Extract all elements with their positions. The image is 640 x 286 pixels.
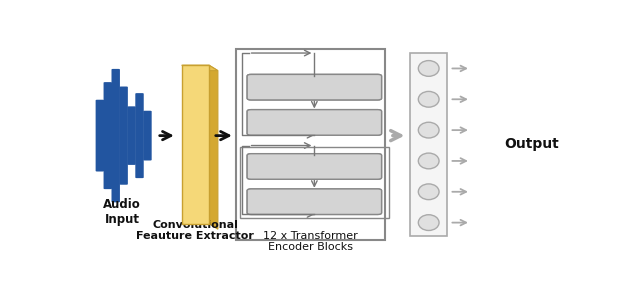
Ellipse shape — [419, 61, 439, 76]
Text: Self-Attention: Self-Attention — [279, 197, 350, 207]
FancyBboxPatch shape — [247, 189, 381, 214]
FancyBboxPatch shape — [247, 189, 381, 214]
FancyBboxPatch shape — [247, 110, 381, 135]
Text: 12 x Transformer
Encoder Blocks: 12 x Transformer Encoder Blocks — [263, 231, 358, 252]
Polygon shape — [182, 65, 218, 71]
FancyBboxPatch shape — [143, 111, 152, 160]
Text: Layer-Normalization: Layer-Normalization — [262, 162, 367, 171]
FancyBboxPatch shape — [120, 86, 128, 185]
Ellipse shape — [419, 184, 439, 200]
Text: Audio
Input: Audio Input — [103, 198, 141, 226]
FancyBboxPatch shape — [247, 74, 381, 100]
FancyBboxPatch shape — [95, 100, 104, 172]
Bar — [182, 65, 209, 224]
Text: Layer-Normalization: Layer-Normalization — [262, 82, 367, 92]
Ellipse shape — [419, 153, 439, 169]
Ellipse shape — [419, 122, 439, 138]
FancyBboxPatch shape — [104, 82, 112, 189]
Text: Output: Output — [504, 138, 559, 151]
Ellipse shape — [419, 215, 439, 231]
Text: MLP: MLP — [304, 118, 324, 127]
Text: Layer-Normalization: Layer-Normalization — [262, 82, 367, 92]
Bar — [410, 53, 447, 236]
Text: Layer-Normalization: Layer-Normalization — [262, 162, 367, 171]
Text: MLP: MLP — [304, 118, 324, 127]
Bar — [240, 147, 388, 218]
FancyBboxPatch shape — [247, 154, 381, 179]
FancyBboxPatch shape — [247, 110, 381, 135]
FancyBboxPatch shape — [247, 154, 381, 179]
Text: Convolutional
Feauture Extractor: Convolutional Feauture Extractor — [136, 220, 254, 241]
Polygon shape — [209, 65, 218, 229]
FancyBboxPatch shape — [135, 93, 144, 178]
Ellipse shape — [419, 92, 439, 107]
FancyBboxPatch shape — [247, 74, 381, 100]
Bar — [236, 49, 385, 240]
FancyBboxPatch shape — [111, 69, 120, 202]
FancyBboxPatch shape — [127, 106, 136, 165]
Text: Self-Attention: Self-Attention — [279, 197, 350, 207]
